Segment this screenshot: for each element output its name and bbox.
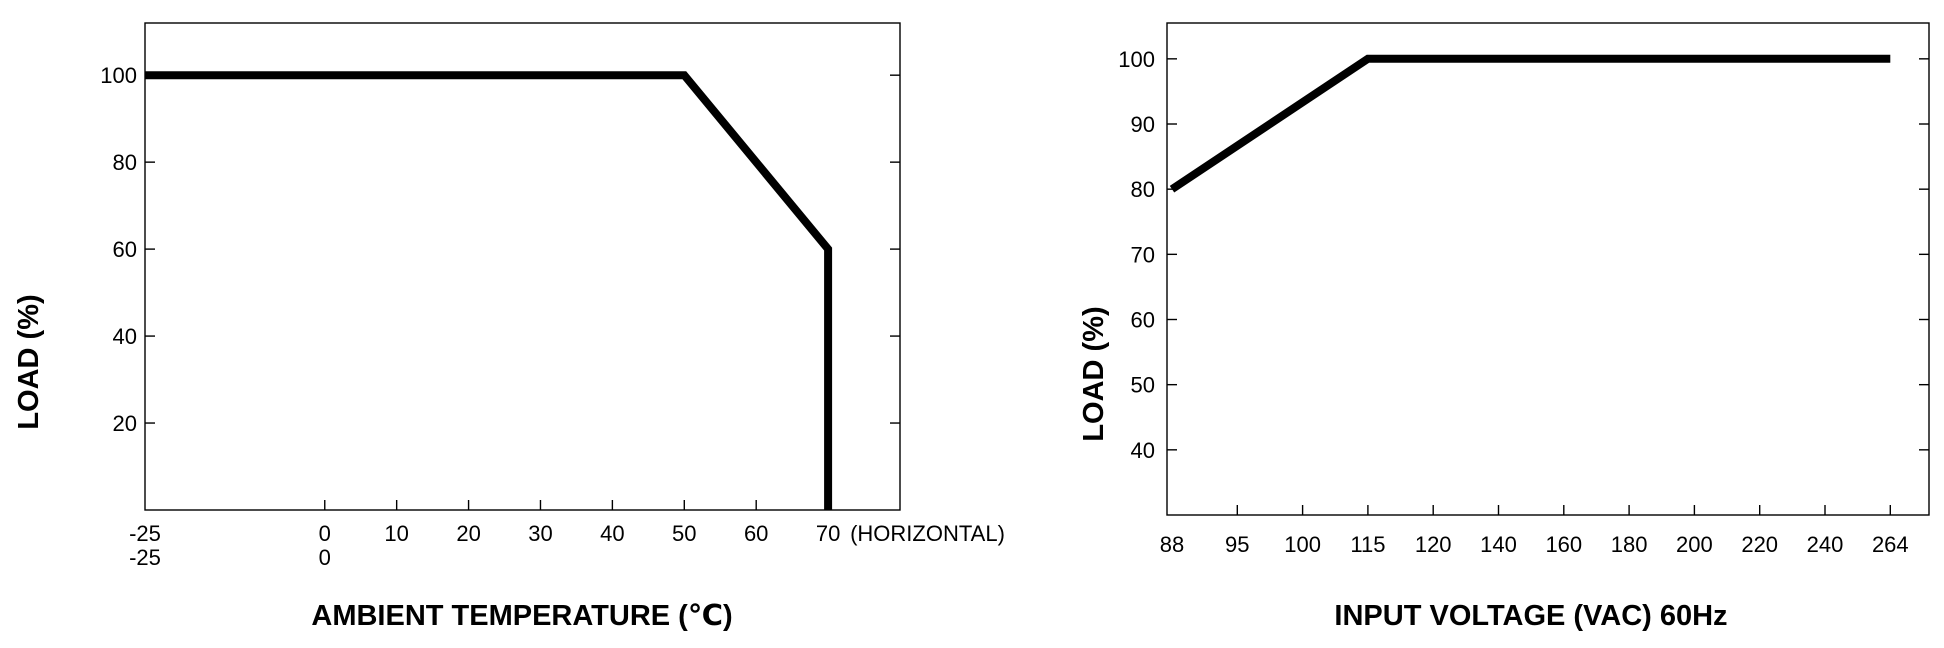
x-tick-label: 20 [456, 521, 480, 546]
y-tick-label: 50 [1131, 373, 1155, 398]
y-tick-label: 80 [1131, 177, 1155, 202]
x-tick-label: 0 [319, 521, 331, 546]
x-tick-label: 115 [1350, 532, 1385, 557]
y-axis-title: LOAD (%) [13, 294, 45, 429]
x-axis-title: AMBIENT TEMPERATURE (℃) [311, 600, 732, 632]
x-tick-label: 264 [1872, 532, 1909, 557]
input-voltage-derating-chart: 40 50 60 70 80 90 100 88 95 100 115 120 140 160 180 200… [1078, 22, 1930, 632]
x-tick-label: 160 [1545, 532, 1582, 557]
x-tick-label: 95 [1225, 532, 1249, 557]
y-tick-label: 90 [1131, 112, 1155, 137]
y-tick-label: 100 [1118, 47, 1155, 72]
x-tick-label: 140 [1480, 532, 1517, 557]
y-tick-label: 80 [113, 150, 137, 175]
x-tick-label: 50 [672, 521, 696, 546]
x-tick-suffix: (HORIZONTAL) [850, 521, 1005, 546]
x-tick-label: 120 [1415, 532, 1452, 557]
y-tick-label: 40 [113, 324, 137, 349]
x-tick-label: 40 [600, 521, 624, 546]
x-tick-label: 220 [1741, 532, 1778, 557]
x-tick-label: 30 [528, 521, 552, 546]
x-tick-label-second-row: 0 [319, 545, 331, 570]
derating-curve [1169, 54, 1891, 193]
x-tick-label: -25 [129, 521, 161, 546]
x-tick-label: 70 [816, 521, 840, 546]
y-tick-label: 70 [1131, 242, 1155, 267]
y-tick-label: 60 [113, 237, 137, 262]
ambient-temperature-derating-chart: 20 40 60 80 100 -25 0 10 20 30 40 50 60 70 -25 0 (HORIZO… [13, 22, 1005, 632]
y-tick-label: 40 [1131, 438, 1155, 463]
x-tick-label: 200 [1676, 532, 1713, 557]
y-tick-label: 20 [113, 411, 137, 436]
y-axis-title: LOAD (%) [1078, 306, 1110, 441]
x-tick-label: 240 [1807, 532, 1844, 557]
x-tick-label: 100 [1284, 532, 1321, 557]
derating-curve [145, 71, 833, 510]
x-axis-title: INPUT VOLTAGE (VAC) 60Hz [1334, 600, 1727, 632]
y-tick-label: 60 [1131, 308, 1155, 333]
x-tick-label-second-row: -25 [129, 545, 161, 570]
x-tick-label: 10 [384, 521, 408, 546]
x-tick-label: 88 [1160, 532, 1184, 557]
x-tick-label: 180 [1611, 532, 1648, 557]
plot-frame [1166, 22, 1930, 516]
y-tick-label: 100 [100, 63, 137, 88]
x-tick-label: 60 [744, 521, 768, 546]
plot-frame [144, 22, 901, 511]
